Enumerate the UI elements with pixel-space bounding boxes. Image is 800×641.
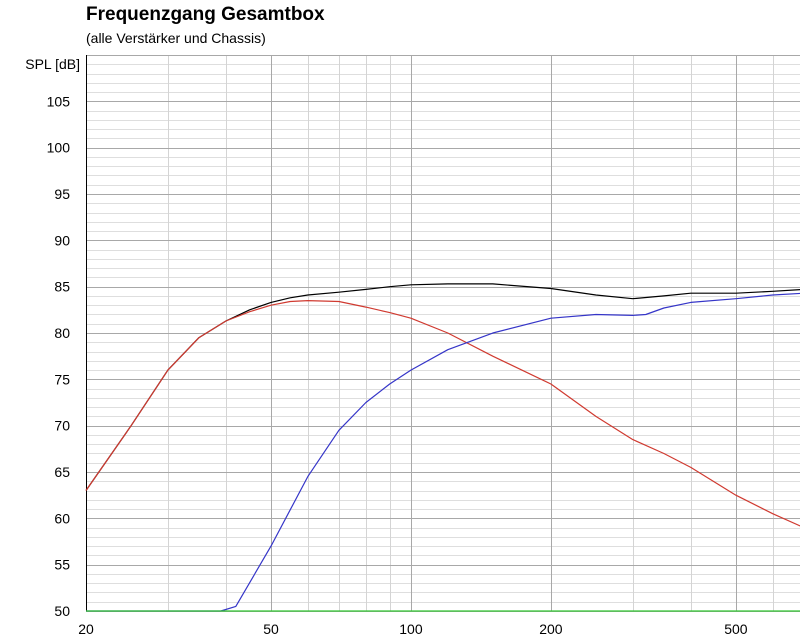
y-tick-label: 55 [54,557,70,573]
y-tick-label: 105 [47,93,71,109]
y-tick-label: 90 [54,232,70,248]
y-tick-label: 60 [54,510,70,526]
x-tick-label: 500 [724,621,748,637]
y-tick-label: 75 [54,371,70,387]
y-tick-label: 65 [54,464,70,480]
y-tick-label: 80 [54,325,70,341]
y-axis-label: SPL [dB] [25,56,80,72]
x-tick-label: 50 [263,621,279,637]
series-line-3 [86,292,800,612]
series-layer [85,283,800,612]
chart-subtitle: (alle Verstärker und Chassis) [86,30,266,46]
x-tick-labels: 20 50 100 200 500 [78,621,748,637]
x-tick-label: 100 [399,621,423,637]
x-tick-label: 200 [539,621,563,637]
y-tick-label: 100 [47,140,71,156]
y-tick-labels: 50 55 60 65 70 75 80 85 90 95 100 105 [47,93,71,619]
y-tick-label: 70 [54,418,70,434]
y-tick-label: 95 [54,186,70,202]
chart-title: Frequenzgang Gesamtbox [86,4,325,25]
y-tick-label: 85 [54,279,70,295]
y-tick-label: 50 [54,603,70,619]
x-tick-label: 20 [78,621,94,637]
series-line-2 [85,300,800,527]
